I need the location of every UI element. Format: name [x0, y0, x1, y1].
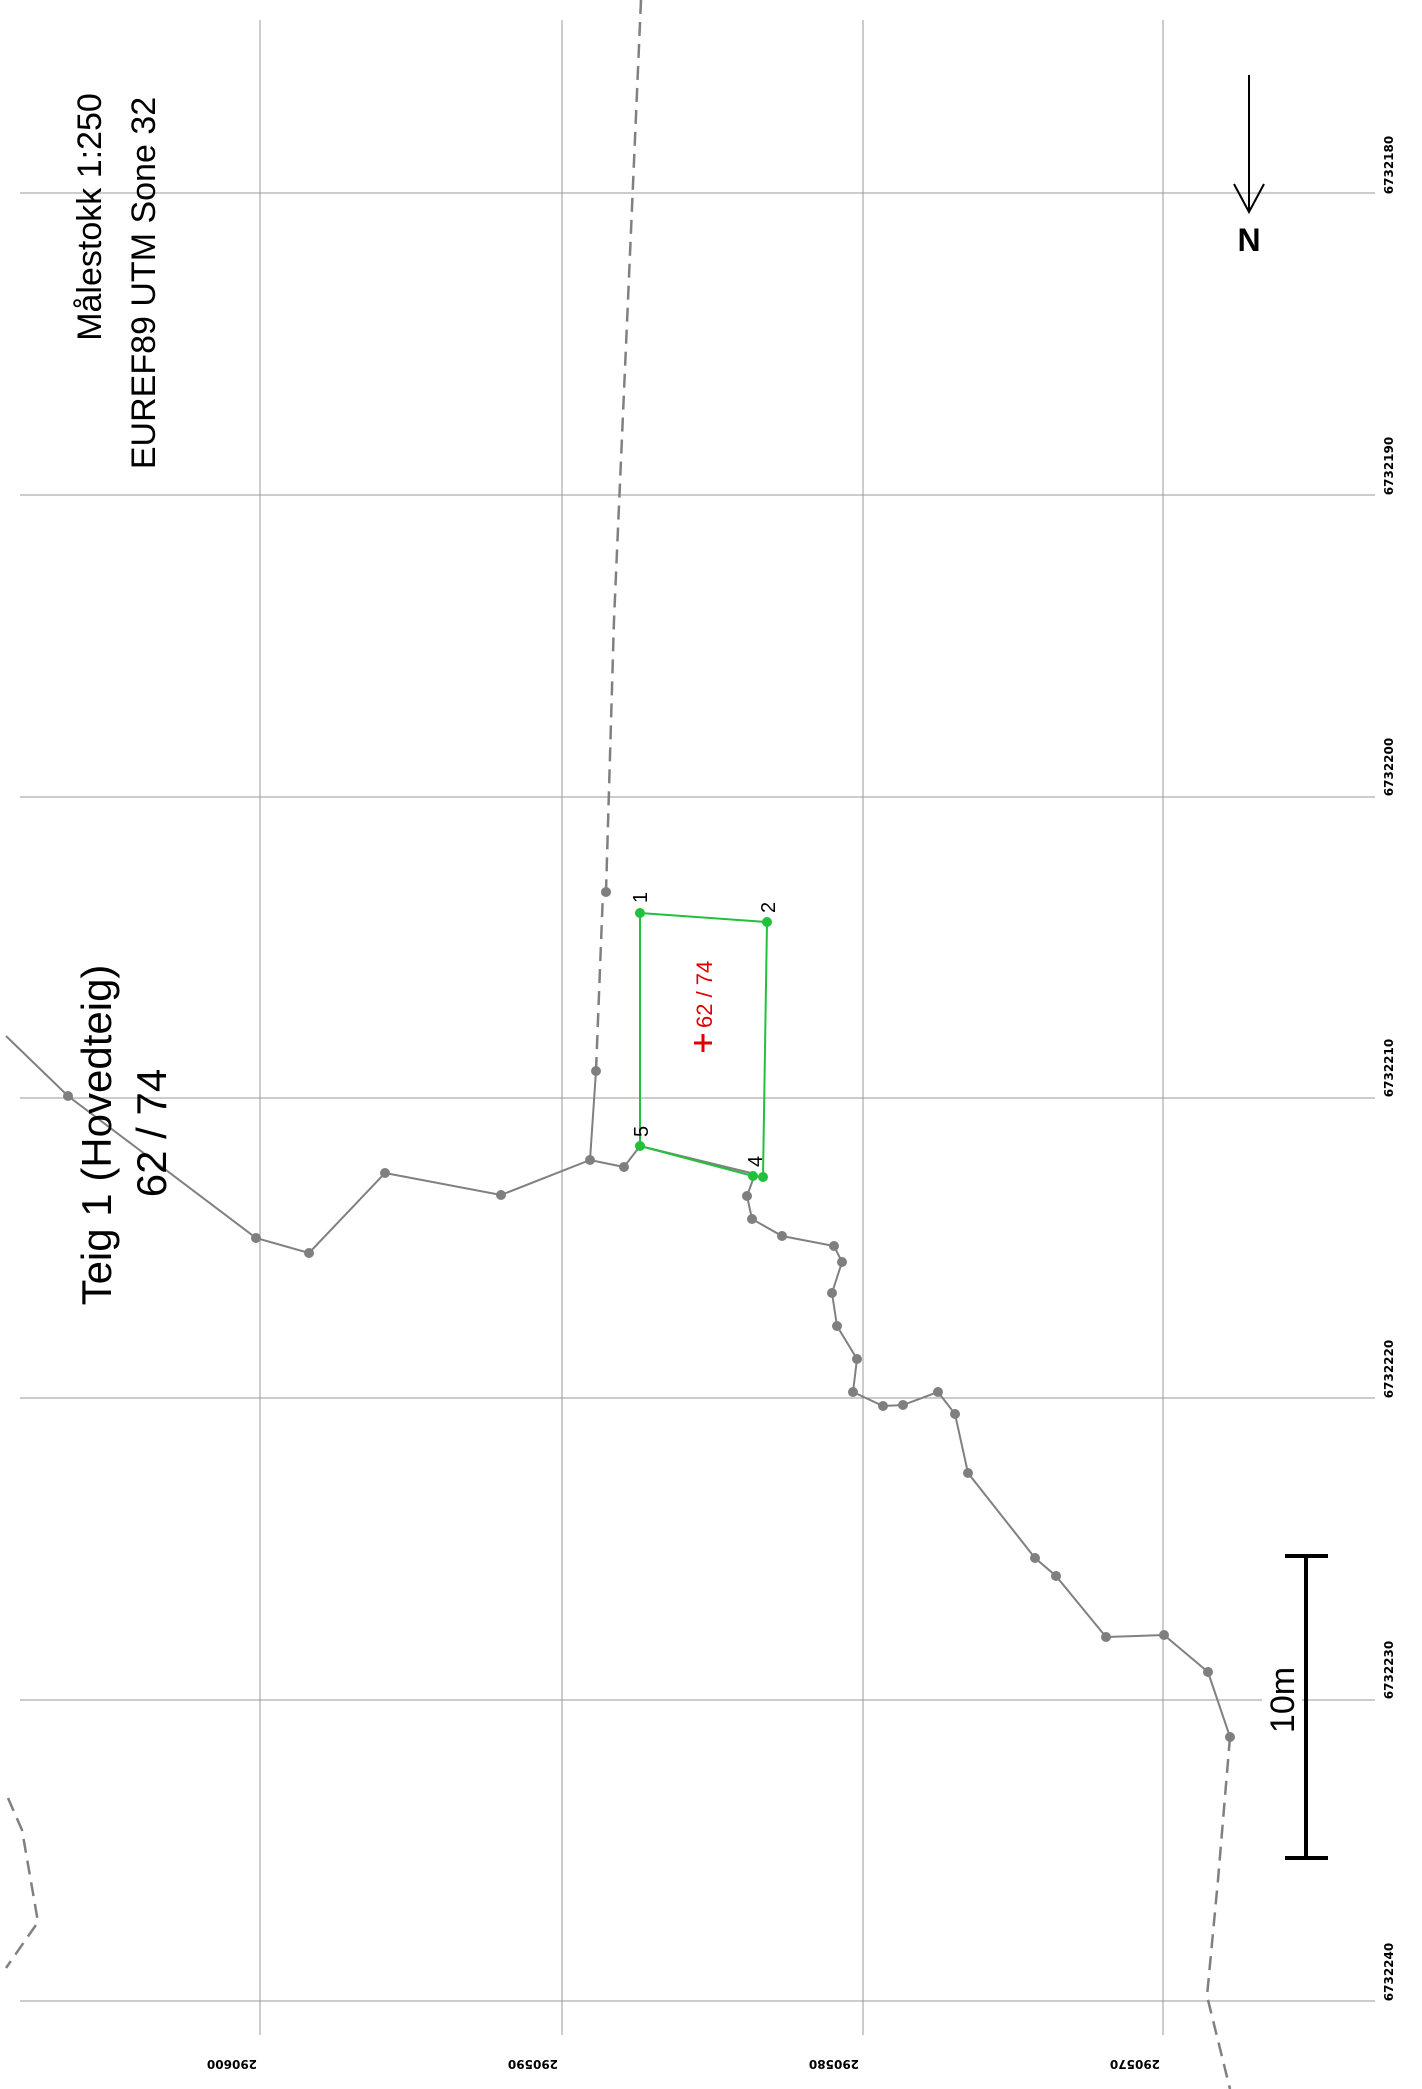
vertex	[304, 1248, 314, 1258]
parcel-vertex-1	[635, 908, 645, 918]
vertex	[742, 1191, 752, 1201]
vertex	[950, 1409, 960, 1419]
boundary-vertices	[63, 887, 1235, 1742]
parcel-vertex-2	[762, 917, 772, 927]
solid-boundary	[5, 887, 1235, 1742]
parcel-vertex-4	[748, 1171, 758, 1181]
tick-label-right: 6732220	[1382, 1340, 1396, 1398]
parcel-title: Teig 1 (Hovedteig)	[73, 965, 120, 1306]
vertex	[63, 1091, 73, 1101]
dashed-boundary-south	[1205, 1736, 1232, 2089]
vertex	[747, 1214, 757, 1224]
vertex	[251, 1233, 261, 1243]
vertex	[827, 1288, 837, 1298]
parcel-id: 62 / 74	[128, 1069, 175, 1197]
vertex	[496, 1190, 506, 1200]
tick-label-right: 6732180	[1382, 136, 1396, 194]
tick-label-bottom: 290580	[809, 2057, 859, 2071]
vertex	[878, 1401, 888, 1411]
vertex	[898, 1400, 908, 1410]
point-label-1: 1	[630, 892, 652, 903]
vertex	[1159, 1630, 1169, 1640]
vertex	[848, 1387, 858, 1397]
vertex	[777, 1231, 787, 1241]
scale-label-bg	[1262, 1660, 1302, 1740]
north-label: N	[1237, 222, 1260, 258]
crs-text: EUREF89 UTM Sone 32	[125, 97, 163, 469]
vertex	[837, 1257, 847, 1267]
vertex	[380, 1168, 390, 1178]
tick-label-bottom: 290600	[207, 2057, 257, 2071]
vertex	[933, 1387, 943, 1397]
dashed-segment	[594, 891, 605, 1072]
vertex	[1203, 1667, 1213, 1677]
tick-label-right: 6732200	[1382, 738, 1396, 796]
parcel-outline	[639, 911, 769, 1179]
vertex	[1101, 1632, 1111, 1642]
tick-label-right: 6732240	[1382, 1943, 1396, 2001]
parcel-62-74: 1 2 4 5 62 / 74	[630, 892, 780, 1182]
boundary-line-main	[5, 1035, 1231, 1738]
tick-label-right: 6732190	[1382, 437, 1396, 495]
scale-bar-label: 10m	[1264, 1667, 1302, 1733]
parcel-label: 62 / 74	[692, 961, 717, 1028]
tick-label-right: 6732210	[1382, 1039, 1396, 1097]
dashed-boundary-north	[604, 0, 643, 893]
vertex	[829, 1241, 839, 1251]
point-label-2: 2	[758, 902, 780, 913]
point-label-5: 5	[631, 1126, 653, 1137]
boundary-line-branch	[589, 1070, 597, 1161]
vertex	[601, 887, 611, 897]
vertex	[1030, 1553, 1040, 1563]
bottom-tick-labels: 290600 290590 290580 290570	[207, 2057, 1160, 2071]
grid	[20, 20, 1375, 2035]
vertex	[1225, 1732, 1235, 1742]
vertex	[963, 1468, 973, 1478]
parcel-vertex-3	[758, 1172, 768, 1182]
vertex	[1051, 1571, 1061, 1581]
dashed-boundaries	[4, 0, 1232, 2089]
vertex	[852, 1354, 862, 1364]
point-label-4: 4	[745, 1156, 767, 1167]
right-tick-labels: 6732180 6732190 6732200 6732210 6732220 …	[1382, 136, 1396, 2001]
vertex	[832, 1321, 842, 1331]
dashed-boundary-west	[4, 1797, 40, 1969]
scale-bar	[1285, 1554, 1328, 1860]
north-arrow-head	[1233, 183, 1265, 215]
parcel-centroid-marker	[694, 1034, 712, 1052]
tick-label-bottom: 290570	[1110, 2057, 1160, 2071]
vertex	[591, 1066, 601, 1076]
tick-label-bottom: 290590	[508, 2057, 558, 2071]
tick-label-right: 6732230	[1382, 1641, 1396, 1699]
north-arrow: N	[1233, 75, 1265, 258]
scale-text: Målestokk 1:250	[71, 93, 109, 341]
vertex	[619, 1162, 629, 1172]
parcel-vertex-5	[635, 1141, 645, 1151]
vertex	[585, 1155, 595, 1165]
